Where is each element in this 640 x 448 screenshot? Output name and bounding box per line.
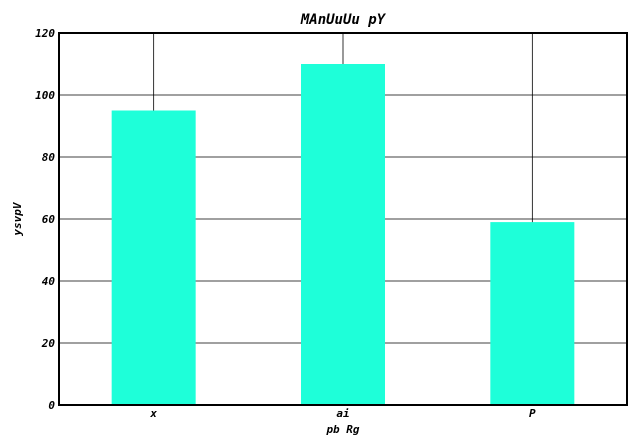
bars <box>111 64 575 405</box>
x-tick-label: ai <box>336 407 349 420</box>
y-tick-label: 20 <box>41 337 56 350</box>
bar-ai <box>301 64 385 405</box>
bar-x <box>111 110 196 405</box>
x-tick-labels: x ai P <box>149 407 536 420</box>
y-tick-label: 80 <box>42 151 56 164</box>
y-tick-label: 60 <box>42 213 56 226</box>
x-axis-title: pb Rg <box>325 423 359 436</box>
y-tick-label: 0 <box>48 399 55 412</box>
plot-frame <box>58 32 628 406</box>
bar-P <box>490 222 575 405</box>
y-tick-label: 120 <box>35 27 55 40</box>
x-tick-label: x <box>149 407 157 420</box>
y-axis-title: ysvpV <box>11 201 24 236</box>
y-tick-labels: 0 20 40 60 80 100 120 <box>35 27 55 412</box>
chart-title: MAnUuUu pY <box>300 12 387 28</box>
x-tick-label: P <box>529 407 536 420</box>
y-tick-label: 40 <box>42 275 56 288</box>
y-tick-label: 100 <box>35 89 55 102</box>
